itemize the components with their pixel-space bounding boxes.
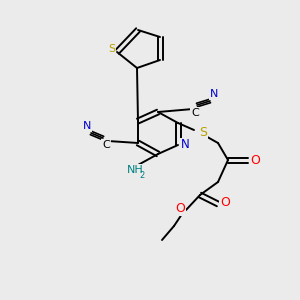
Text: O: O [250,154,260,166]
Text: O: O [175,202,185,214]
Text: O: O [220,196,230,209]
Text: N: N [210,89,218,99]
Text: 2: 2 [140,170,145,179]
Text: NH: NH [127,165,143,175]
Text: N: N [83,121,91,131]
Text: S: S [108,44,116,54]
Text: N: N [181,139,189,152]
Text: S: S [199,125,207,139]
Text: C: C [191,108,199,118]
Text: C: C [102,140,110,150]
